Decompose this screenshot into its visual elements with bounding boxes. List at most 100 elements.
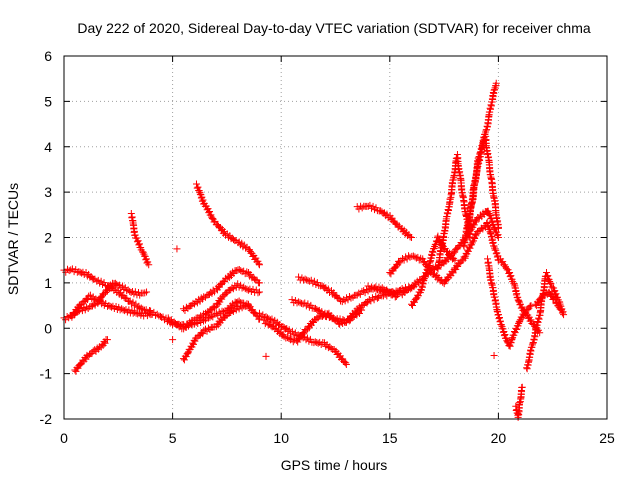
data-point-track-i xyxy=(229,307,237,315)
data-point-track-g xyxy=(241,270,249,278)
data-point-track-j xyxy=(342,361,350,369)
data-point-track-f xyxy=(245,246,253,254)
data-point-track-h xyxy=(254,289,262,297)
data-point-track-n xyxy=(406,233,414,241)
data-point-track-f xyxy=(199,196,207,204)
data-point-track-l xyxy=(358,287,366,295)
data-point-isolated xyxy=(173,245,181,253)
data-point-track-a xyxy=(197,318,205,326)
data-point-track-b xyxy=(125,306,133,314)
data-point-track-i xyxy=(180,356,188,364)
data-point-track-d xyxy=(131,288,139,296)
data-point-track-e xyxy=(142,255,150,263)
y-tick-label: 0 xyxy=(44,320,52,336)
data-point-track-i xyxy=(184,349,192,357)
data-point-track-h xyxy=(229,285,237,293)
data-point-track-h xyxy=(241,285,249,293)
data-point-track-p xyxy=(466,244,474,252)
y-tick-label: -1 xyxy=(40,366,53,382)
data-point-track-b xyxy=(134,310,142,318)
data-point-track-v xyxy=(506,268,514,276)
data-point-track-u xyxy=(508,335,516,343)
data-point-track-h xyxy=(238,284,246,292)
data-point-track-c xyxy=(103,336,111,344)
data-point-track-m xyxy=(372,293,380,301)
data-point-track-x xyxy=(560,311,568,319)
data-point-track-e xyxy=(131,231,139,239)
data-point-track-a xyxy=(152,311,160,319)
x-tick-label: 25 xyxy=(599,430,615,446)
data-point-track-q xyxy=(429,248,437,256)
data-point-track-j xyxy=(288,327,296,335)
data-point-track-a xyxy=(214,311,222,319)
data-point-track-h xyxy=(166,317,174,325)
data-point-track-m xyxy=(304,300,312,308)
data-point-track-m xyxy=(332,316,340,324)
data-point-track-d xyxy=(77,305,85,313)
y-tick-label: 2 xyxy=(44,230,52,246)
data-point-isolated xyxy=(262,352,270,360)
x-tick-label: 20 xyxy=(491,430,507,446)
data-point-track-n xyxy=(408,234,416,241)
data-point-track-h xyxy=(209,303,217,311)
data-point-track-m xyxy=(370,296,378,304)
data-point-track-v xyxy=(518,303,526,311)
data-point-track-g xyxy=(200,293,208,301)
data-point-track-p xyxy=(493,249,501,257)
data-point-track-h xyxy=(198,313,206,321)
data-point-track-t xyxy=(494,224,502,232)
data-point-track-a xyxy=(97,277,105,285)
data-point-track-m xyxy=(336,315,344,323)
data-point-track-l xyxy=(353,291,361,299)
data-point-track-x xyxy=(552,290,560,298)
data-point-track-j xyxy=(314,339,322,347)
data-point-track-l xyxy=(301,275,309,283)
data-point-track-i xyxy=(245,302,253,310)
data-point-track-o xyxy=(486,211,494,219)
data-point-track-c xyxy=(101,339,109,347)
data-point-track-x xyxy=(534,318,542,326)
data-point-track-o xyxy=(405,285,413,293)
data-point-track-q xyxy=(436,235,444,243)
data-point-track-l xyxy=(341,297,349,305)
data-point-track-j xyxy=(342,359,350,367)
data-point-track-p xyxy=(400,256,408,264)
data-point-track-q xyxy=(451,256,459,264)
data-point-track-w xyxy=(518,383,526,391)
data-point-track-l xyxy=(324,285,332,293)
data-point-track-n xyxy=(383,210,391,218)
data-point-track-v xyxy=(515,297,523,305)
data-point-track-y xyxy=(550,294,558,302)
data-point-track-b xyxy=(131,308,139,316)
data-point-track-d xyxy=(143,288,151,296)
data-point-track-f xyxy=(255,260,263,268)
data-point-track-p xyxy=(484,222,492,230)
data-point-track-u xyxy=(513,325,521,333)
data-point-track-n xyxy=(369,202,377,210)
data-point-track-f xyxy=(194,183,202,191)
data-point-track-i xyxy=(243,302,251,310)
data-point-track-i xyxy=(189,340,197,348)
data-point-track-b xyxy=(63,313,71,321)
data-point-track-v xyxy=(501,261,509,269)
data-point-track-h xyxy=(249,285,257,293)
data-layer xyxy=(60,79,568,421)
data-point-track-f xyxy=(198,193,206,201)
data-point-track-p xyxy=(411,253,419,261)
data-point-track-v xyxy=(502,264,510,272)
data-point-track-j xyxy=(327,345,335,353)
data-point-isolated xyxy=(169,336,177,344)
data-point-track-e xyxy=(134,237,142,245)
data-point-track-o xyxy=(494,234,502,241)
data-point-track-y xyxy=(553,298,561,306)
data-point-track-m xyxy=(367,297,375,305)
data-point-track-f xyxy=(192,180,200,188)
data-point-track-u xyxy=(506,342,514,350)
data-point-track-e xyxy=(139,248,147,256)
data-point-track-i xyxy=(231,304,239,312)
data-point-track-h xyxy=(211,304,219,312)
data-point-track-j xyxy=(311,338,319,346)
data-point-track-j xyxy=(303,334,311,342)
data-point-track-f xyxy=(206,208,214,216)
chart-title: Day 222 of 2020, Sidereal Day-to-day VTE… xyxy=(77,20,590,36)
